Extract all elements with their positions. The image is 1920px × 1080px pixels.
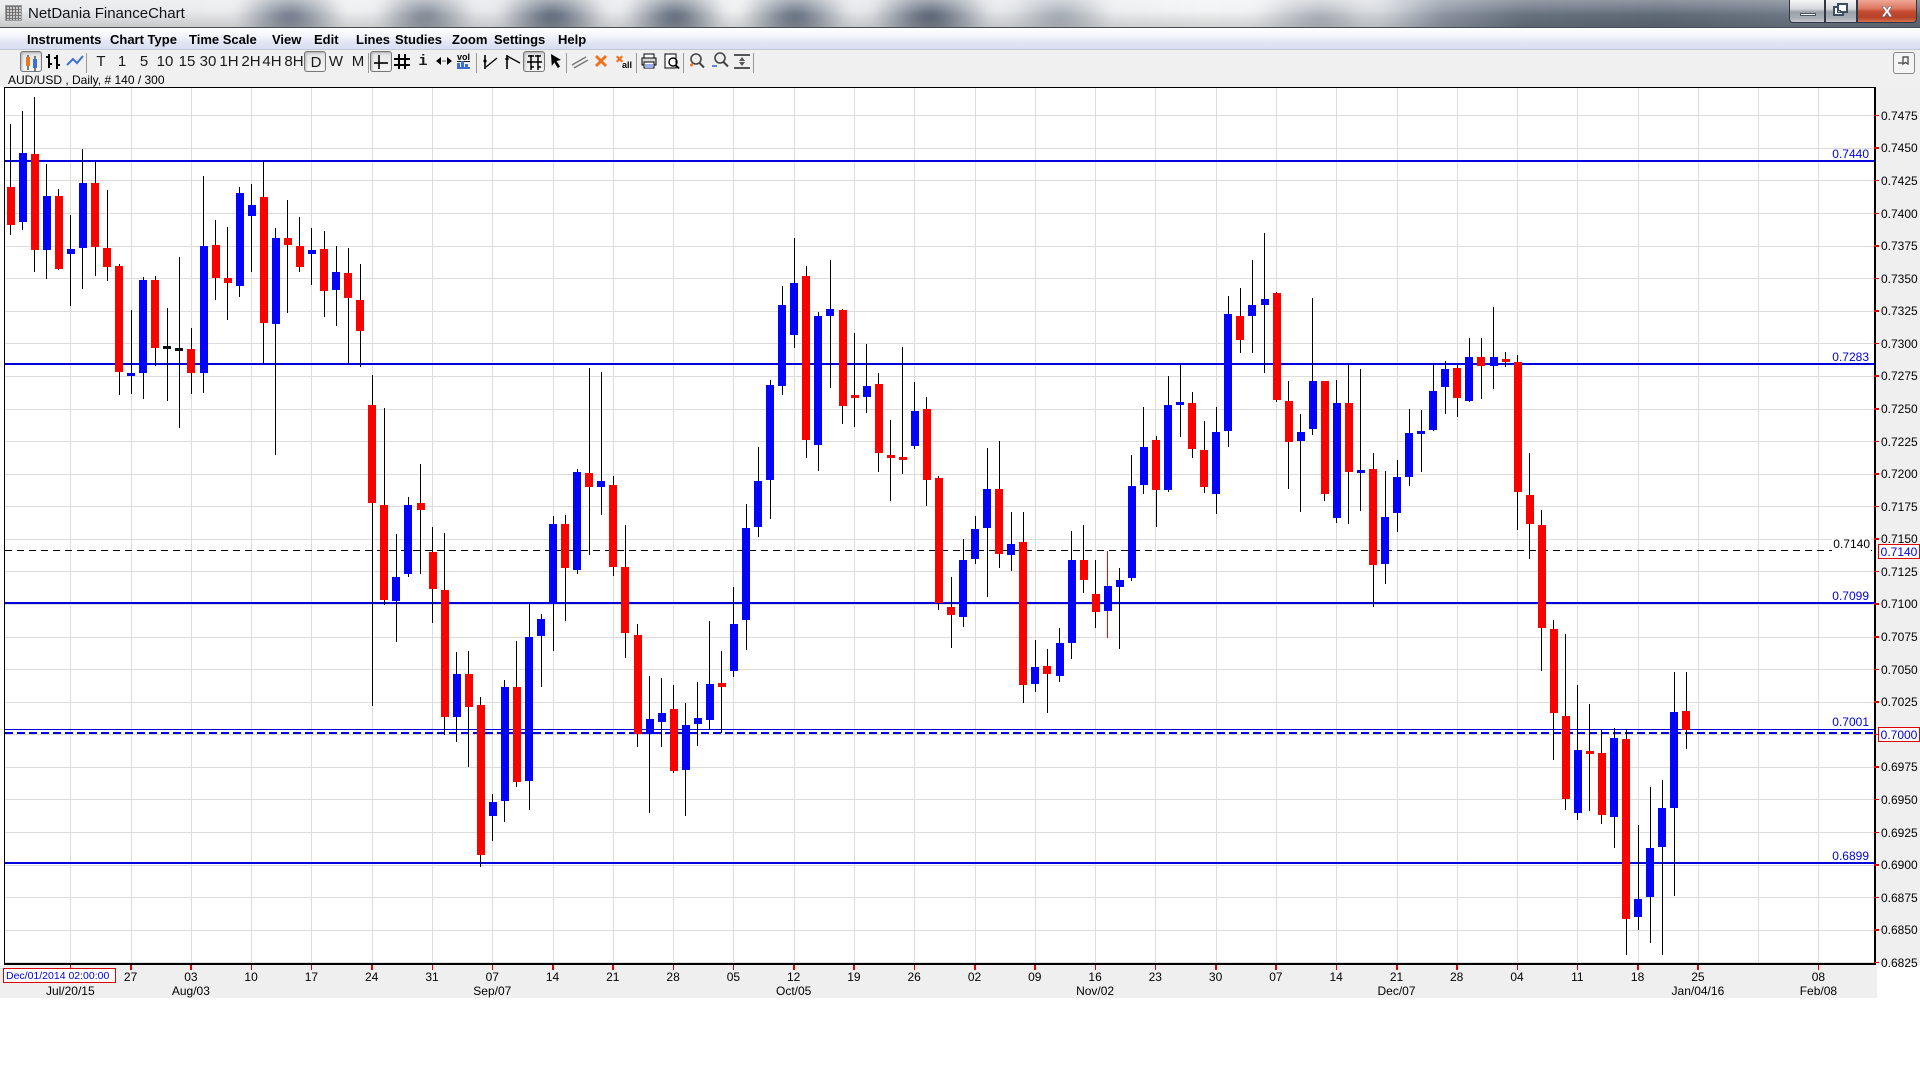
svg-text:vol: vol [457, 52, 470, 62]
svg-text:X: X [1882, 4, 1892, 21]
svg-text:all: all [622, 60, 632, 70]
